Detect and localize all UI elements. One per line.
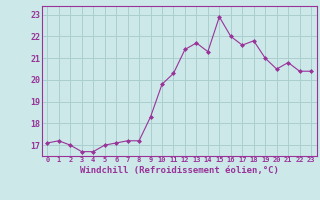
X-axis label: Windchill (Refroidissement éolien,°C): Windchill (Refroidissement éolien,°C): [80, 166, 279, 175]
